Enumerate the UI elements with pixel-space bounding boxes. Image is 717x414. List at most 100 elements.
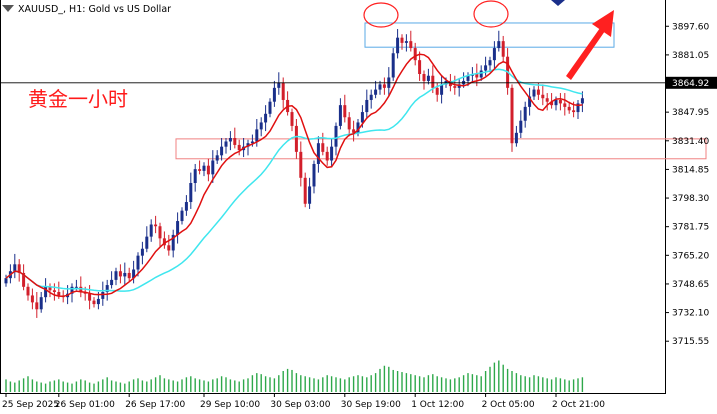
candle-body xyxy=(237,144,241,151)
candle-body xyxy=(202,165,206,171)
candle-body xyxy=(127,272,131,279)
slow-moving-average xyxy=(5,68,583,292)
candle-body xyxy=(198,169,202,171)
candle-body xyxy=(321,143,325,152)
candle-body xyxy=(352,129,356,133)
top-circle-2 xyxy=(473,0,509,28)
candle-body xyxy=(536,89,540,95)
candle-body xyxy=(409,41,413,49)
candle-body xyxy=(167,245,171,251)
candle-body xyxy=(281,82,285,100)
candle-body xyxy=(308,186,312,204)
price-tick-label: 3765.20 xyxy=(672,251,709,261)
candle-body xyxy=(528,96,532,107)
candle-body xyxy=(4,278,8,284)
candle-body xyxy=(145,236,149,249)
top-circle-1 xyxy=(363,2,399,28)
candle-body xyxy=(378,84,382,90)
candle-body xyxy=(303,177,307,204)
time-tick-label: 2 Oct 05:00 xyxy=(482,400,535,410)
current-price-label: 3864.92 xyxy=(672,79,709,89)
price-tick-label: 3781.75 xyxy=(672,223,709,233)
candle-body xyxy=(26,286,30,296)
candle-body xyxy=(224,141,228,147)
candle-body xyxy=(206,165,210,175)
candle-body xyxy=(268,101,272,114)
candle-body xyxy=(70,286,74,294)
candle-body xyxy=(171,234,175,251)
candle-body xyxy=(400,37,404,43)
candle-body xyxy=(396,37,400,54)
candle-body xyxy=(479,70,483,78)
candle-body xyxy=(453,86,457,88)
price-tick-label: 3881.05 xyxy=(672,51,709,61)
candle-body xyxy=(52,290,56,292)
moving-averages xyxy=(5,53,583,298)
candle-body xyxy=(488,60,492,66)
candle-body xyxy=(325,151,329,161)
candle-body xyxy=(466,75,470,81)
price-tick-label: 3814.85 xyxy=(672,165,709,175)
candle-body xyxy=(356,122,360,133)
symbol-title: XAUUSD_, H1: Gold vs US Dollar xyxy=(18,4,171,15)
candle-body xyxy=(365,99,369,113)
chart-annotation: 黄金一小时 xyxy=(28,87,128,111)
price-tick-label: 3798.30 xyxy=(672,194,709,204)
candle-body xyxy=(88,293,92,301)
candle-body xyxy=(404,41,408,43)
candle-body xyxy=(523,106,527,121)
candle-body xyxy=(545,98,549,102)
candle-body xyxy=(299,151,303,178)
candle-body xyxy=(519,120,523,133)
candle-body xyxy=(220,146,224,156)
candle-body xyxy=(158,226,162,239)
sell-marker-icon xyxy=(551,0,565,6)
resistance-zone xyxy=(364,22,615,48)
candle-body xyxy=(334,125,338,147)
chart-header: XAUUSD_, H1: Gold vs US Dollar xyxy=(2,4,171,15)
candle-body xyxy=(426,75,430,81)
candle-body xyxy=(422,74,426,81)
candle-body xyxy=(484,65,488,71)
chevron-down-icon[interactable] xyxy=(2,5,14,12)
time-tick-label: 26 Sep 01:00 xyxy=(55,400,115,410)
candle-body xyxy=(563,103,567,107)
candle-body xyxy=(567,106,571,111)
candle-body xyxy=(114,271,118,280)
candle-body xyxy=(413,48,417,61)
time-tick-label: 25 Sep 2025 xyxy=(2,400,59,410)
candle-body xyxy=(338,105,342,126)
candles xyxy=(4,29,584,318)
candle-body xyxy=(572,110,576,113)
candle-body xyxy=(35,302,39,310)
candle-body xyxy=(105,285,109,292)
candle-body xyxy=(431,75,435,88)
candle-body xyxy=(189,183,193,203)
candle-body xyxy=(369,94,373,100)
candle-body xyxy=(154,224,158,227)
candle-body xyxy=(312,163,316,187)
candle-body xyxy=(22,272,26,287)
candle-body xyxy=(492,48,496,61)
candle-body xyxy=(418,60,422,75)
candle-body xyxy=(13,264,17,272)
price-tick-label: 3748.65 xyxy=(672,280,709,290)
candle-body xyxy=(532,89,536,97)
time-tick-label: 1 Oct 12:00 xyxy=(411,400,464,410)
candle-body xyxy=(330,146,334,161)
candle-body xyxy=(101,291,105,299)
candle-body xyxy=(184,202,188,211)
candle-body xyxy=(228,138,232,142)
candle-body xyxy=(149,224,153,237)
candle-body xyxy=(92,300,96,305)
zones xyxy=(175,22,707,160)
candle-body xyxy=(74,286,78,288)
candle-body xyxy=(374,89,378,95)
candle-body xyxy=(250,141,254,144)
up-arrow-icon xyxy=(566,10,614,80)
time-tick-label: 26 Sep 17:00 xyxy=(125,400,185,410)
candle-body xyxy=(140,248,144,256)
candle-body xyxy=(475,74,479,78)
candle-body xyxy=(277,82,281,88)
candle-body xyxy=(554,99,558,106)
